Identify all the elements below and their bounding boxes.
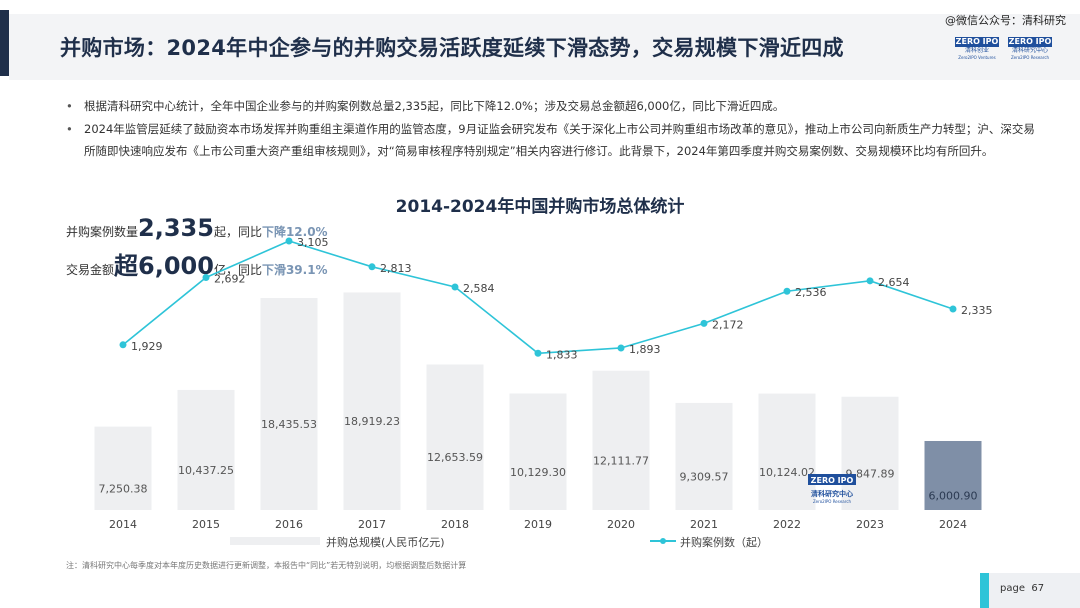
bullet-item: 根据清科研究中心统计，全年中国企业参与的并购案例数总量2,335起，同比下降12… (66, 95, 1036, 117)
bar-label-2019: 10,129.30 (510, 466, 566, 479)
x-tick-2021: 2021 (690, 518, 718, 531)
line-label-2016: 3,105 (297, 236, 329, 249)
bar-2020 (592, 370, 650, 510)
title-band (9, 14, 1080, 80)
line-label-2022: 2,536 (795, 286, 827, 299)
line-point-2015 (202, 273, 210, 281)
logo-sub: 清科研究中心 (1011, 47, 1048, 54)
page-title: 并购市场：2024年中企参与的并购交易活跃度延续下滑态势，交易规模下滑近四成 (60, 36, 844, 60)
bar-2023 (841, 396, 899, 510)
bullet-item: 2024年监管层延续了鼓励资本市场发挥并购重组主渠道作用的监管态度，9月证监会研… (66, 118, 1036, 162)
page-num: 67 (1031, 583, 1045, 594)
stat-amount-change: 下滑39.1% (261, 263, 328, 277)
line-point-2014 (119, 341, 127, 349)
page-indicator: page 67 (980, 573, 1080, 608)
line-series (122, 240, 954, 355)
line-point-2020 (617, 344, 625, 352)
line-label-2015: 2,692 (214, 272, 246, 285)
logo-sub: 清科创业 (964, 47, 989, 54)
zero2ipo-research-logo: ZERO IPO 清科研究中心 Zero2IPO Research (1008, 37, 1052, 63)
x-tick-2014: 2014 (109, 518, 137, 531)
stat-count-unit: 起，同比 (213, 225, 262, 239)
logo-small: Zero2IPO Research (1010, 55, 1050, 60)
x-tick-2024: 2024 (939, 518, 967, 531)
line-point-2019 (534, 349, 542, 357)
chart-watermark-small: Zero2IPO Research (813, 499, 852, 504)
line-label-2014: 1,929 (131, 340, 163, 353)
line-point-2022 (783, 287, 791, 295)
chart-watermark-text: ZERO IPO (811, 476, 854, 485)
page-label: page (1000, 583, 1025, 594)
logo-text: ZERO IPO (1008, 37, 1052, 47)
footnote: 注：清科研究中心每季度对本年度历史数据进行更新调整，本报告中“同比”若无特别说明… (66, 561, 467, 570)
stat-amount-value: 超6,000 (114, 252, 214, 280)
legend-bar-swatch (230, 537, 320, 545)
bar-label-2014: 7,250.38 (99, 482, 148, 495)
line-point-2017 (368, 263, 376, 271)
page-accent (980, 573, 989, 608)
bar-2018 (426, 364, 484, 510)
title-accent-bar (0, 10, 9, 76)
zero2ipo-ventures-logo: ZERO IPO 清科创业 Zero2IPO Ventures (955, 37, 999, 63)
bar-2017 (343, 292, 401, 510)
x-tick-2023: 2023 (856, 518, 884, 531)
bar-label-2016: 18,435.53 (261, 418, 317, 431)
bar-2015 (177, 389, 235, 510)
line-label-2017: 2,813 (380, 262, 412, 275)
bar-label-2020: 12,111.77 (593, 454, 649, 467)
bar-2019 (509, 393, 567, 510)
page-number: page 67 (1000, 583, 1044, 594)
stat-count-value: 2,335 (138, 214, 214, 242)
chart-watermark-box (808, 474, 856, 485)
stat-count: 并购案例数量2,335起，同比下降12.0% (66, 214, 328, 242)
bar-label-2018: 12,653.59 (427, 451, 483, 464)
x-tick-2019: 2019 (524, 518, 552, 531)
line-point-2021 (700, 319, 708, 327)
bar-label-2023: 9,847.89 (846, 467, 895, 480)
logo-text: ZERO IPO (955, 37, 999, 47)
x-tick-2016: 2016 (275, 518, 303, 531)
line-label-2018: 2,584 (463, 282, 495, 295)
bar-2014 (94, 426, 152, 510)
logo-small: Zero2IPO Ventures (958, 55, 996, 60)
x-tick-2015: 2015 (192, 518, 220, 531)
x-tick-2022: 2022 (773, 518, 801, 531)
legend-bar-label: 并购总规模(人民币亿元) (326, 535, 445, 549)
legend-line-marker (660, 538, 666, 544)
stat-amount-label: 交易金额 (66, 263, 115, 277)
line-point-2023 (866, 277, 874, 285)
bar-2024 (924, 440, 982, 510)
line-point-2024 (949, 305, 957, 313)
line-point-2016 (285, 237, 293, 245)
line-label-2024: 2,335 (961, 304, 993, 317)
stat-amount-unit: 亿，同比 (213, 263, 262, 277)
bar-label-2022: 10,124.02 (759, 466, 815, 479)
x-tick-2017: 2017 (358, 518, 386, 531)
bullet-list: 根据清科研究中心统计，全年中国企业参与的并购案例数总量2,335起，同比下降12… (66, 95, 1036, 162)
bar-2022 (758, 393, 816, 510)
stat-count-change: 下降12.0% (261, 225, 328, 239)
watermark: @微信公众号：清科研究 (945, 14, 1066, 27)
chart-watermark-sub: 清科研究中心 (811, 489, 853, 498)
line-point-2018 (451, 283, 459, 291)
stat-amount: 交易金额超6,000亿，同比下滑39.1% (66, 246, 328, 281)
chart-watermark-logo: ZERO IPO 清科研究中心 Zero2IPO Research (808, 474, 856, 504)
stat-count-label: 并购案例数量 (66, 225, 139, 239)
line-label-2019: 1,833 (546, 348, 578, 361)
line-label-2021: 2,172 (712, 318, 744, 331)
bar-label-2015: 10,437.25 (178, 464, 234, 477)
line-label-2020: 1,893 (629, 343, 661, 356)
bar-label-2021: 9,309.57 (680, 470, 729, 483)
bar-label-2024: 6,000.90 (929, 489, 978, 502)
line-label-2023: 2,654 (878, 276, 910, 289)
x-tick-2020: 2020 (607, 518, 635, 531)
chart-title: 2014-2024年中国并购市场总体统计 (395, 197, 685, 217)
legend-line-label: 并购案例数（起） (680, 535, 768, 549)
bar-2016 (260, 297, 318, 510)
x-tick-2018: 2018 (441, 518, 469, 531)
bar-2021 (675, 402, 733, 510)
bar-label-2017: 18,919.23 (344, 415, 400, 428)
